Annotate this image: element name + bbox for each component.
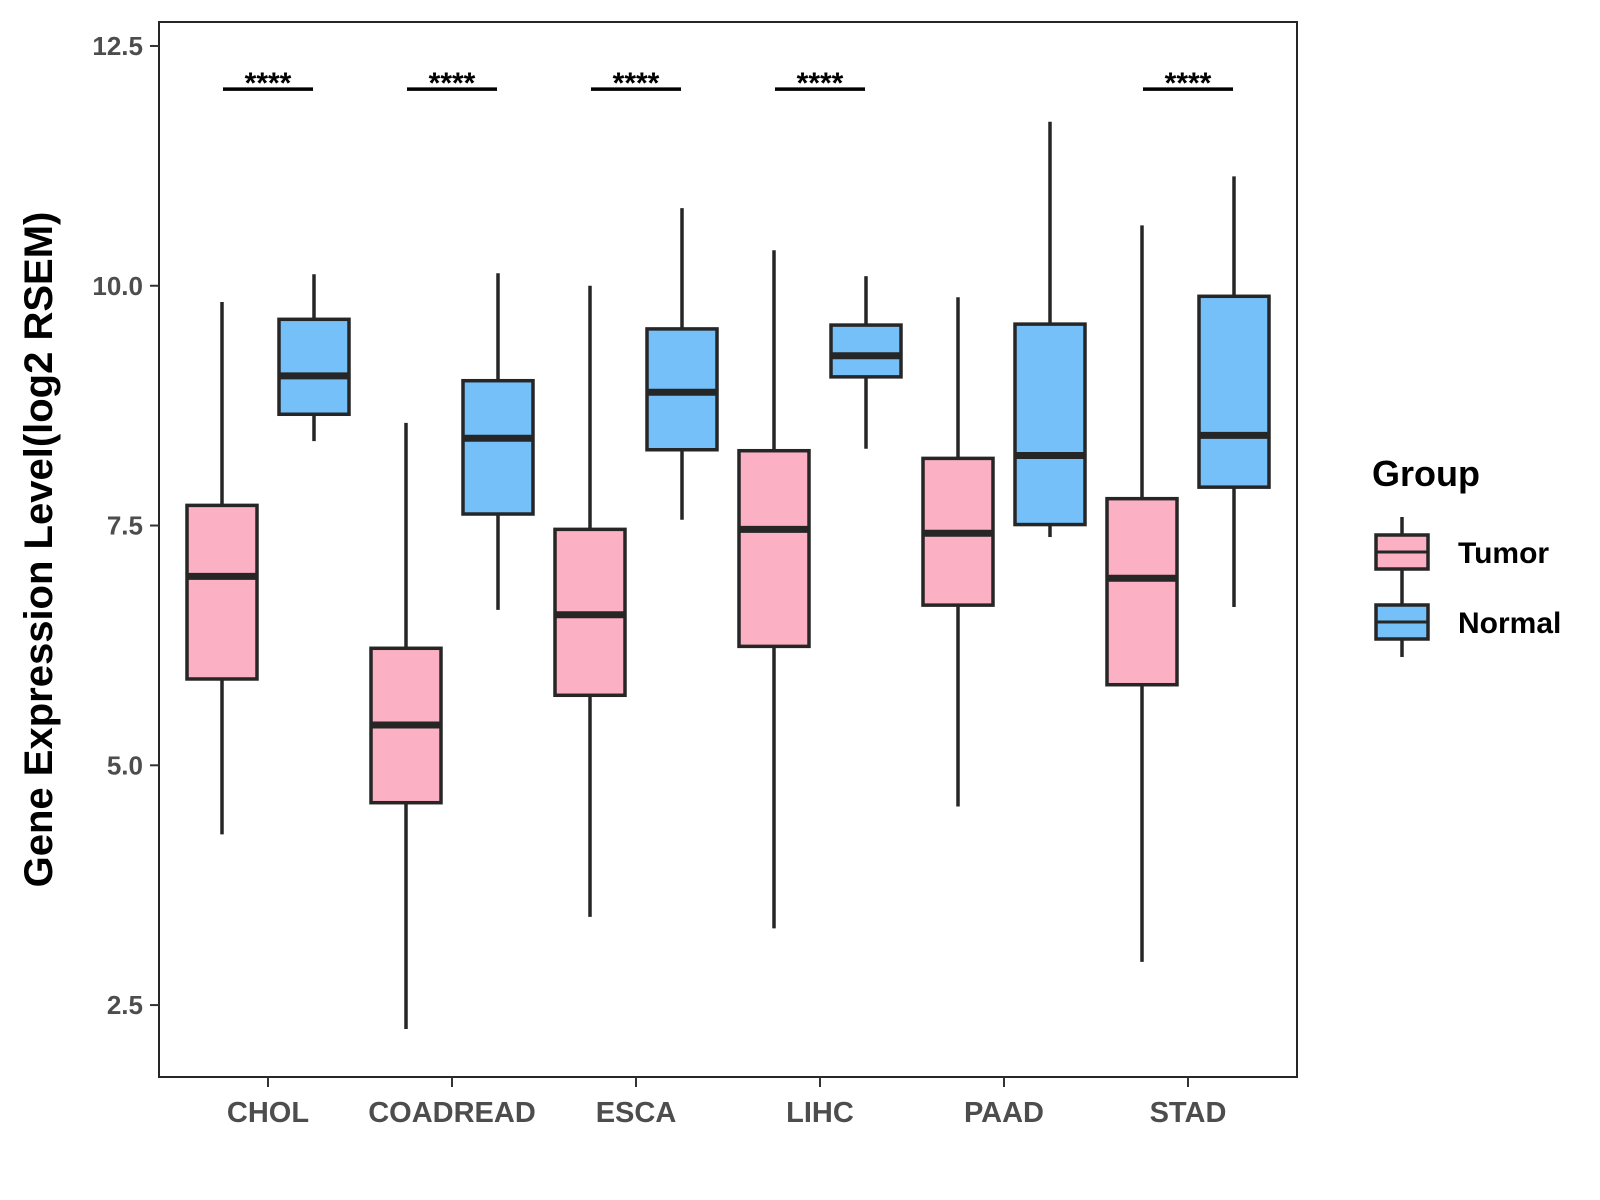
box-normal-stad xyxy=(1197,176,1271,608)
significance-label: **** xyxy=(429,67,476,100)
box-normal-paad xyxy=(1013,121,1087,538)
box-tumor-stad xyxy=(1105,225,1179,962)
significance-esca: **** xyxy=(591,67,681,100)
box-body xyxy=(737,448,811,649)
significance-coadread: **** xyxy=(407,67,497,100)
legend-key-tumor xyxy=(1374,517,1430,587)
box-tumor-paad xyxy=(921,297,995,807)
y-tick-label: 12.5 xyxy=(92,31,143,61)
legend-label-tumor: Tumor xyxy=(1458,537,1549,570)
box-normal-coadread xyxy=(461,273,535,610)
box-body xyxy=(829,323,903,379)
x-tick-label-stad: STAD xyxy=(1150,1097,1227,1129)
legend-title: Group xyxy=(1372,453,1480,494)
significance-label: **** xyxy=(613,67,660,100)
significance-label: **** xyxy=(1165,67,1212,100)
box-tumor-chol xyxy=(185,302,259,835)
legend-label-normal: Normal xyxy=(1458,607,1561,640)
box-body xyxy=(461,378,535,516)
x-tick-label-chol: CHOL xyxy=(227,1097,309,1129)
box-body xyxy=(277,317,351,417)
significance-stad: **** xyxy=(1143,67,1233,100)
significance-chol: **** xyxy=(223,67,313,100)
y-tick-label: 2.5 xyxy=(107,990,143,1020)
x-tick-label-esca: ESCA xyxy=(596,1097,677,1129)
y-tick-label: 10.0 xyxy=(92,271,143,301)
box-body xyxy=(185,503,259,681)
legend-key-normal xyxy=(1374,587,1430,657)
box-body xyxy=(1197,294,1271,489)
legend: Group Tumor Normal xyxy=(1372,453,1561,657)
x-tick-label-coadread: COADREAD xyxy=(368,1097,536,1129)
x-tick-label-lihc: LIHC xyxy=(786,1097,854,1129)
box-tumor-lihc xyxy=(737,250,811,929)
significance-layer: **** **** **** **** **** xyxy=(223,67,1233,100)
y-axis-title: Gene Expression Level(log2 RSEM) xyxy=(17,212,61,888)
box-body xyxy=(1013,322,1087,527)
box-layer xyxy=(185,121,1271,1030)
box-normal-esca xyxy=(645,208,719,520)
plot-panel xyxy=(158,21,1298,1078)
significance-lihc: **** xyxy=(775,67,865,100)
box-tumor-esca xyxy=(553,285,627,917)
box-body xyxy=(1105,496,1179,687)
significance-label: **** xyxy=(245,67,292,100)
y-tick-label: 5.0 xyxy=(107,750,143,780)
x-tick-label-paad: PAAD xyxy=(964,1097,1044,1129)
box-tumor-coadread xyxy=(369,422,443,1030)
y-tick-label: 7.5 xyxy=(107,511,143,541)
plot-border xyxy=(158,21,1298,1078)
box-normal-lihc xyxy=(829,276,903,449)
box-normal-chol xyxy=(277,274,351,442)
significance-label: **** xyxy=(797,67,844,100)
axis-layer: 2.5 5.0 7.5 10.0 12.5 CHOL COADREAD ESCA LIHC PAA… xyxy=(92,31,1226,1129)
